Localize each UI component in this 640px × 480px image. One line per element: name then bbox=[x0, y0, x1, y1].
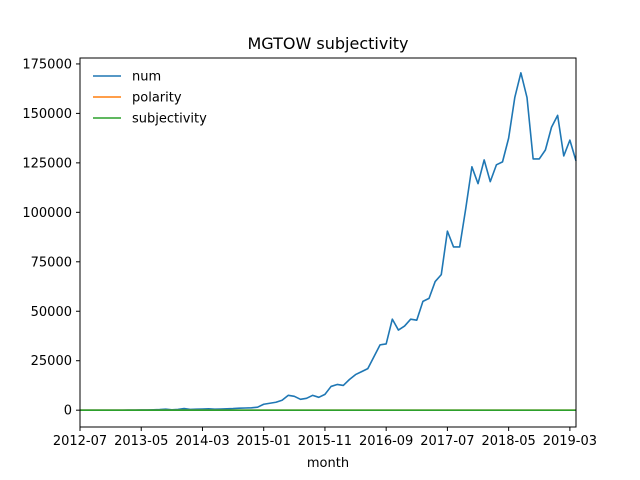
x-tick-label: 2019-03 bbox=[543, 434, 597, 449]
x-tick-label: 2015-11 bbox=[298, 434, 352, 449]
x-tick-label: 2013-05 bbox=[114, 434, 168, 449]
legend: num polarity subjectivity bbox=[93, 70, 207, 127]
legend-label-num: num bbox=[132, 70, 161, 85]
legend-label-subjectivity: subjectivity bbox=[132, 112, 207, 127]
y-tick-label: 100000 bbox=[22, 206, 72, 221]
y-tick-label: 50000 bbox=[31, 305, 72, 320]
y-axis: 0 25000 50000 75000 100000 125000 150000 175000 bbox=[22, 57, 80, 419]
y-tick-label: 0 bbox=[64, 404, 72, 419]
y-tick-label: 150000 bbox=[22, 107, 72, 122]
x-tick-label: 2012-07 bbox=[53, 434, 107, 449]
y-tick-label: 125000 bbox=[22, 156, 72, 171]
x-tick-label: 2016-09 bbox=[359, 434, 413, 449]
x-tick-label: 2018-05 bbox=[481, 434, 535, 449]
x-axis: 2012-07 2013-05 2014-03 2015-01 2015-11 2016-… bbox=[53, 427, 597, 449]
y-tick-label: 75000 bbox=[31, 255, 72, 270]
legend-label-polarity: polarity bbox=[132, 91, 182, 106]
x-tick-label: 2014-03 bbox=[175, 434, 229, 449]
x-tick-label: 2017-07 bbox=[420, 434, 474, 449]
plot-area bbox=[80, 72, 577, 411]
plot-frame bbox=[79, 57, 577, 428]
x-tick-label: 2015-01 bbox=[237, 434, 291, 449]
chart-title: MGTOW subjectivity bbox=[248, 34, 409, 53]
y-tick-label: 175000 bbox=[22, 57, 72, 72]
y-tick-label: 25000 bbox=[31, 354, 72, 369]
x-axis-label: month bbox=[307, 456, 349, 471]
